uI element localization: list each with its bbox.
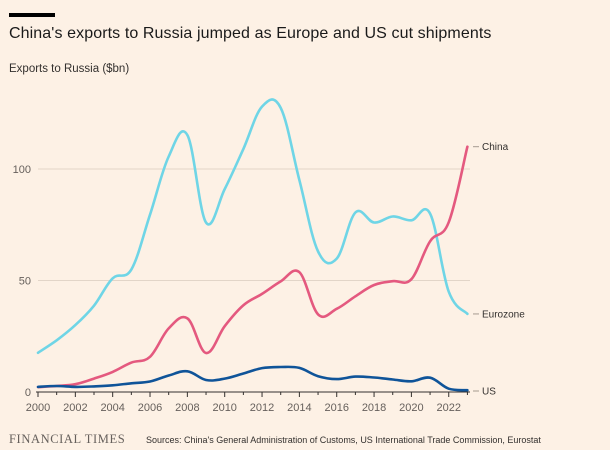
chart-title: China's exports to Russia jumped as Euro…	[9, 25, 492, 42]
x-tick-label: 2002	[63, 402, 87, 414]
line-chart: 0 50 100 2000 2002 2004 2006 2008 2010 2012 2014 20…	[13, 98, 525, 414]
ft-brand-bar	[9, 13, 55, 17]
x-tick-label: 2014	[287, 402, 311, 414]
x-tick-label: 2022	[436, 402, 460, 414]
y-axis-label: Exports to Russia ($bn)	[9, 63, 130, 75]
x-tick-label: 2008	[175, 402, 199, 414]
x-tick-label: 2010	[212, 402, 236, 414]
series-line-china	[36, 145, 469, 389]
x-tick-label: 2000	[26, 402, 50, 414]
series-line-eurozone	[36, 98, 469, 355]
x-tick-label: 2012	[250, 402, 274, 414]
x-tick-label: 2004	[100, 402, 124, 414]
x-tick-label: 2018	[362, 402, 386, 414]
series-label-us: US	[482, 387, 496, 398]
y-tick-label: 0	[25, 387, 31, 399]
ft-logo: FINANCIAL TIMES	[9, 432, 126, 446]
x-tick-label: 2006	[138, 402, 162, 414]
series-line-us	[36, 365, 469, 392]
x-tick-label: 2016	[324, 402, 348, 414]
y-tick-label: 50	[19, 276, 31, 288]
x-tick-label: 2020	[399, 402, 423, 414]
source-note: Sources: China's General Administration …	[146, 435, 541, 445]
series-label-eurozone: Eurozone	[482, 309, 525, 320]
y-tick-label: 100	[13, 164, 31, 176]
series-label-china: China	[482, 142, 509, 153]
